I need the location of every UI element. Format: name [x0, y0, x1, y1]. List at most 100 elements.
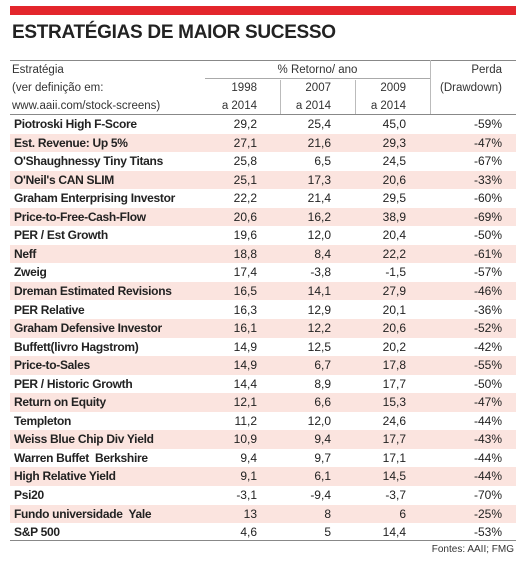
- strategy-name: PER / Historic Growth: [14, 376, 133, 391]
- table-row: O'Neil's CAN SLIM 25,1 17,3 20,6 -33%: [10, 170, 516, 190]
- table-row: Dreman Estimated Revisions 16,5 14,1 27,9 -4…: [10, 281, 516, 301]
- cell-value: 6,6: [314, 395, 331, 410]
- cell-value: 17,3: [307, 172, 331, 187]
- cell-value: 20,6: [382, 321, 406, 336]
- cell-value: -44%: [473, 450, 502, 465]
- cell-value: 16,5: [233, 283, 257, 298]
- cell-value: 17,7: [382, 376, 406, 391]
- cell-value: -57%: [473, 265, 502, 280]
- strategy-name: Dreman Estimated Revisions: [14, 283, 172, 298]
- period-label: a 2014: [370, 100, 406, 112]
- strategy-name: Templeton: [14, 413, 72, 428]
- cell-value: -3,8: [310, 265, 331, 280]
- cell-value: -3,7: [385, 488, 406, 502]
- cell-value: -33%: [473, 172, 502, 187]
- table-row: O'Shaughnessy Tiny Titans 25,8 6,5 24,5 -67%: [10, 152, 516, 171]
- cell-value: -70%: [473, 488, 502, 502]
- col-sep: [280, 80, 281, 114]
- strategy-name: Graham Defensive Investor: [14, 321, 162, 336]
- cell-value: 8: [324, 506, 331, 521]
- cell-value: 6,1: [314, 469, 331, 484]
- table-row: PER / Est Growth 19,6 12,0 20,4 -50%: [10, 226, 516, 245]
- strategy-name: Price-to-Free-Cash-Flow: [14, 209, 146, 224]
- period-label: a 2014: [221, 100, 257, 112]
- cell-value: -53%: [473, 525, 502, 540]
- cell-value: 20,4: [382, 228, 406, 243]
- cell-value: 19,6: [233, 228, 257, 243]
- cell-value: 9,1: [240, 469, 257, 484]
- strategy-name: O'Neil's CAN SLIM: [14, 172, 114, 187]
- cell-value: 9,4: [240, 450, 257, 465]
- strategy-name: Buffett(livro Hagstrom): [14, 339, 139, 354]
- cell-value: -69%: [473, 209, 502, 224]
- cell-value: 24,5: [382, 154, 406, 169]
- cell-value: 20,6: [382, 172, 406, 187]
- bottom-rule: [10, 540, 516, 541]
- cell-value: 27,9: [382, 283, 406, 298]
- cell-value: 14,4: [233, 376, 257, 391]
- table-row: Buffett(livro Hagstrom) 14,9 12,5 20,2 -42%: [10, 338, 516, 357]
- strategy-name: Weiss Blue Chip Div Yield: [14, 432, 154, 447]
- cell-value: 29,2: [233, 117, 257, 131]
- col-sep: [430, 60, 431, 114]
- cell-value: 6: [399, 506, 406, 521]
- header-rule: [10, 114, 516, 115]
- cell-value: 38,9: [382, 209, 406, 224]
- strategy-label: www.aaii.com/stock-screens): [12, 100, 161, 112]
- cell-value: -43%: [473, 432, 502, 447]
- strategy-name: PER Relative: [14, 302, 85, 317]
- cell-value: -44%: [473, 469, 502, 484]
- col-sep: [355, 80, 356, 114]
- cell-value: -59%: [473, 117, 502, 131]
- cell-value: 14,9: [233, 358, 257, 373]
- cell-value: 13: [243, 506, 257, 521]
- cell-value: -46%: [473, 283, 502, 298]
- red-bar: [10, 6, 516, 15]
- cell-value: 4,6: [240, 525, 257, 540]
- cell-value: 9,7: [314, 450, 331, 465]
- strategy-name: High Relative Yield: [14, 469, 116, 484]
- cell-value: 25,1: [233, 172, 257, 187]
- strategy-label: Estratégia: [12, 64, 64, 76]
- cell-value: 15,3: [382, 395, 406, 410]
- cell-value: 22,2: [233, 191, 257, 206]
- strategy-name: Fundo universidade Yale: [14, 506, 152, 521]
- table-row: Weiss Blue Chip Div Yield 10,9 9,4 17,7 -43%: [10, 430, 516, 449]
- top-rule: [10, 60, 516, 61]
- cell-value: 45,0: [382, 117, 406, 131]
- strategy-name: Price-to-Sales: [14, 358, 90, 373]
- table-row: S&P 500 4,6 5 14,4 -53%: [10, 523, 516, 542]
- cell-value: 12,9: [307, 302, 331, 317]
- cell-value: 21,6: [307, 135, 331, 150]
- strategy-name: PER / Est Growth: [14, 228, 108, 243]
- cell-value: 12,1: [233, 395, 257, 410]
- cell-value: 14,5: [382, 469, 406, 484]
- table-row: Graham Enterprising Investor 22,2 21,4 29,5…: [10, 189, 516, 208]
- cell-value: -1,5: [385, 265, 406, 280]
- strategy-name: Psi20: [14, 488, 44, 502]
- strategy-name: Piotroski High F-Score: [14, 117, 137, 131]
- cell-value: -44%: [473, 413, 502, 428]
- strategy-label: (ver definição em:: [12, 82, 104, 94]
- table-row: Return on Equity 12,1 6,6 15,3 -47%: [10, 393, 516, 412]
- cell-value: -3,1: [236, 488, 257, 502]
- loss-label: (Drawdown): [440, 82, 502, 94]
- cell-value: 17,1: [382, 450, 406, 465]
- cell-value: 22,2: [382, 246, 406, 261]
- cell-value: 29,5: [382, 191, 406, 206]
- table-row: Price-to-Free-Cash-Flow 20,6 16,2 38,9 -69%: [10, 207, 516, 227]
- table-row: Templeton 11,2 12,0 24,6 -44%: [10, 412, 516, 431]
- cell-value: -61%: [473, 246, 502, 261]
- table-row: Est. Revenue: Up 5% 27,1 21,6 29,3 -47%: [10, 133, 516, 153]
- table-row: Neff 18,8 8,4 22,2 -61%: [10, 244, 516, 264]
- table-row: Fundo universidade Yale 13 8 6 -25%: [10, 504, 516, 524]
- cell-value: 14,4: [382, 525, 406, 540]
- cell-value: -47%: [473, 135, 502, 150]
- cell-value: 27,1: [233, 135, 257, 150]
- cell-value: -50%: [473, 376, 502, 391]
- cell-value: 8,4: [314, 246, 331, 261]
- title: ESTRATÉGIAS DE MAIOR SUCESSO: [12, 22, 336, 43]
- strategy-name: S&P 500: [14, 525, 60, 540]
- table-row: Psi20 -3,1 -9,4 -3,7 -70%: [10, 486, 516, 505]
